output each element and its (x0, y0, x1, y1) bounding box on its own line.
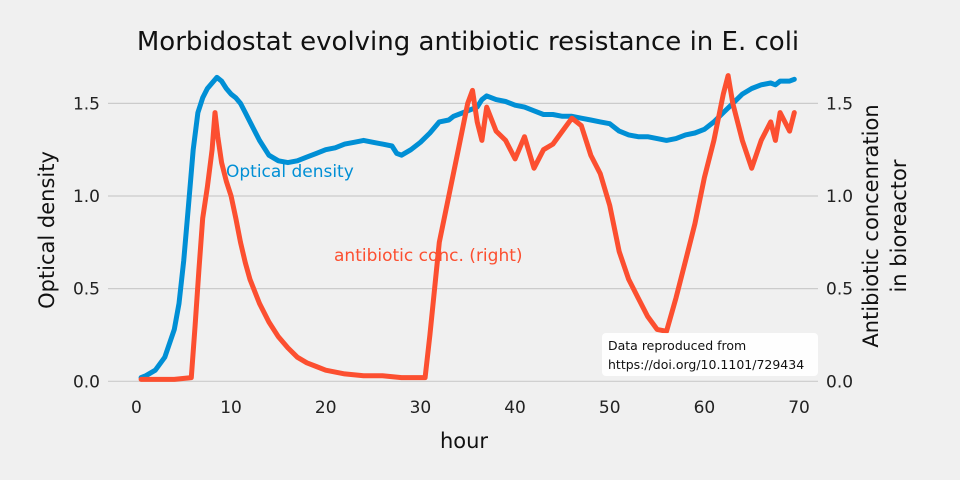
series-line-antibiotic-conc (138, 73, 797, 382)
x-tick-label: 50 (599, 398, 621, 418)
x-tick-label: 60 (694, 398, 716, 418)
x-tick-label: 40 (504, 398, 526, 418)
y-tick-label-left: 0.5 (73, 280, 100, 300)
source-note-line-2: https://doi.org/10.1101/729434 (608, 357, 804, 372)
grid-lines (108, 102, 818, 382)
y-axis-label-left: Optical density (35, 151, 59, 309)
source-note: Data reproduced from https://doi.org/10.… (602, 333, 818, 376)
x-tick-label: 10 (220, 398, 242, 418)
y-tick-label-right: 0.0 (826, 372, 853, 392)
y-tick-label-left: 1.5 (73, 94, 100, 114)
annotation-optical-density: Optical density (226, 162, 354, 182)
y-tick-label-right: 1.5 (826, 94, 853, 114)
chart-title: Morbidostat evolving antibiotic resistan… (137, 27, 799, 57)
y-axis-label-right-line-1: Antibiotic concenration (859, 104, 883, 347)
x-tick-label: 20 (315, 398, 337, 418)
x-tick-label: 70 (788, 398, 810, 418)
y-tick-label-right: 0.5 (826, 280, 853, 300)
y-axis-label-right-line-2: in bioreactor (887, 159, 911, 292)
series-layer (138, 73, 797, 382)
x-tick-label: 30 (410, 398, 432, 418)
series-line-optical-density (138, 74, 797, 381)
tick-labels: 0.0 0.0 0.5 0.5 1.0 1.0 1.5 1.5 0 10 20 30 40 50 60 70 (73, 94, 853, 418)
y-tick-label-left: 0.0 (73, 372, 100, 392)
x-tick-label: 0 (131, 398, 142, 418)
source-note-line-1: Data reproduced from (608, 338, 746, 353)
annotation-antibiotic-conc: antibiotic conc. (right) (334, 246, 523, 266)
y-tick-label-right: 1.0 (826, 187, 853, 207)
y-tick-label-left: 1.0 (73, 187, 100, 207)
x-axis-label: hour (440, 429, 488, 453)
source-note-box (602, 333, 818, 376)
